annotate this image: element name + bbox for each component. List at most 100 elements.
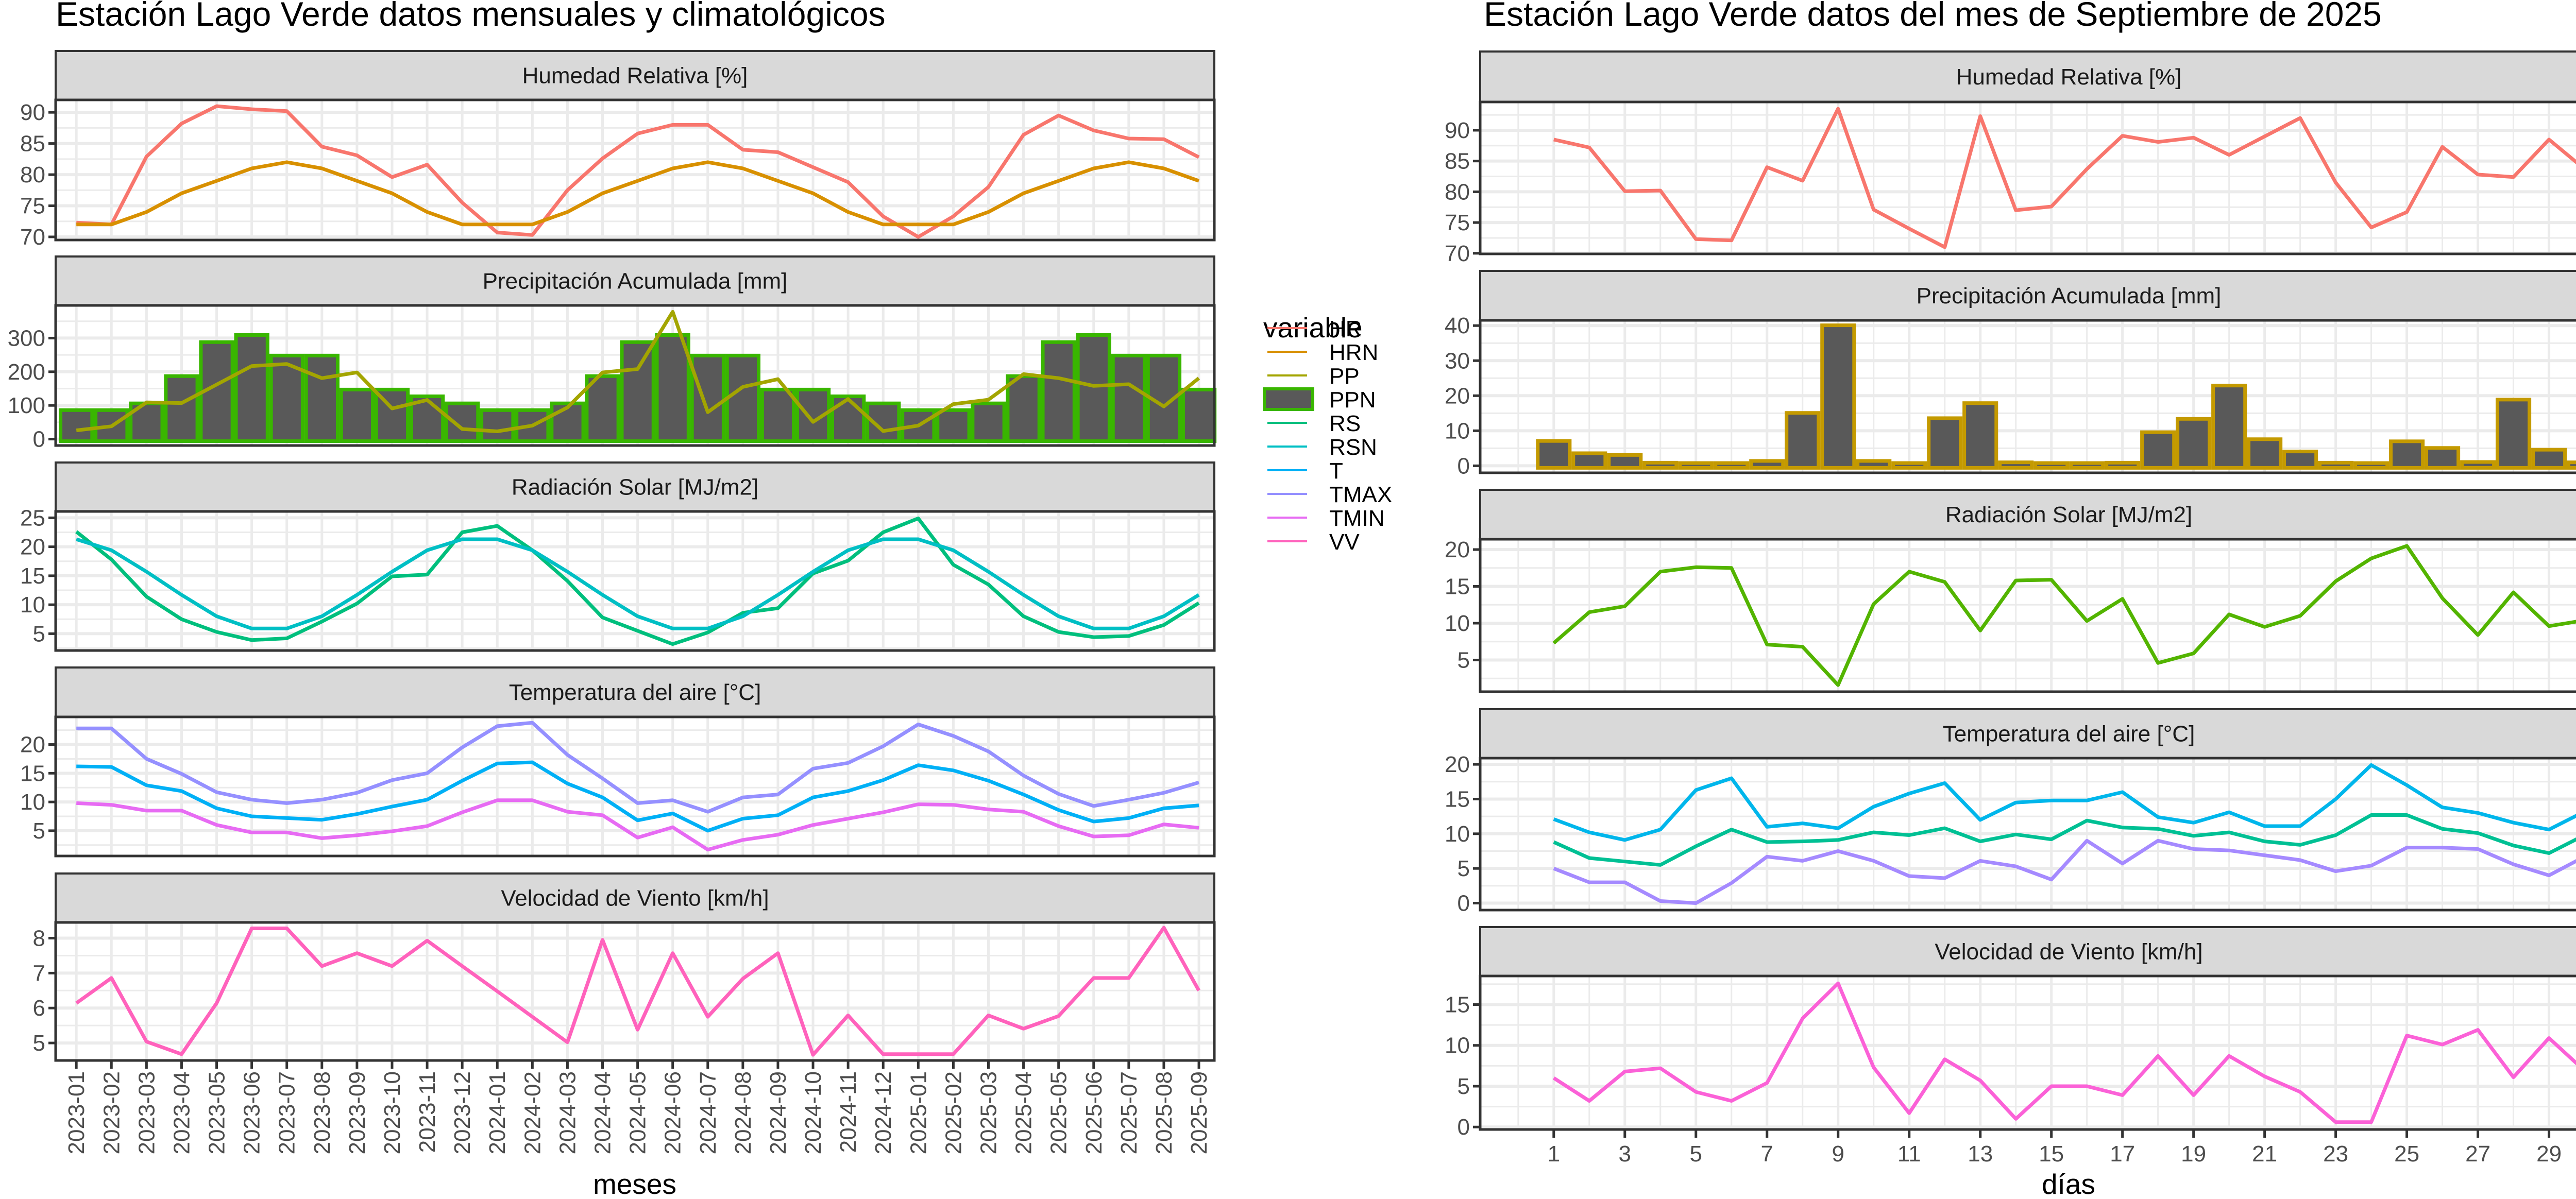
legend-item-hrn: HRN bbox=[1267, 340, 1378, 365]
bar-pp bbox=[1820, 323, 1856, 470]
y-tick-label: 15 bbox=[20, 761, 45, 786]
panel-border bbox=[54, 304, 1216, 447]
bar-pp bbox=[1714, 461, 1750, 470]
facet-humedad-relativa: Humedad Relativa [%] 70 75 80 85 90 bbox=[1445, 50, 2576, 266]
x-tick-label: 5 bbox=[1690, 1141, 1702, 1167]
facet-strip-label: Precipitación Acumulada [mm] bbox=[483, 269, 788, 294]
series-line-t bbox=[76, 760, 1199, 833]
y-tick-label: 30 bbox=[1445, 348, 1470, 373]
y-tick-label: 85 bbox=[1445, 149, 1470, 174]
y-tick-label: 5 bbox=[1458, 856, 1470, 881]
monthly-chart: Estación Lago Verde datos mensuales y cl… bbox=[8, 0, 1393, 1199]
bar-pp bbox=[2460, 460, 2496, 470]
series-line-tmin bbox=[76, 798, 1199, 852]
facet-radiaci-n-solar-mj-m2: Radiación Solar [MJ/m2] 5 10 15 20 bbox=[1445, 489, 2576, 693]
x-tick-label: 2024-07 bbox=[696, 1071, 721, 1154]
legend-item-hr: HR bbox=[1267, 316, 1362, 341]
bar-ppn bbox=[1006, 374, 1041, 443]
y-tick-label: 10 bbox=[20, 592, 45, 618]
facet-strip-label: Velocidad de Viento [km/h] bbox=[501, 886, 769, 911]
bar-pp bbox=[2318, 460, 2354, 470]
legend-item-vv: VV bbox=[1267, 529, 1360, 555]
y-tick-label: 20 bbox=[1445, 752, 1470, 777]
bar-ppn bbox=[760, 387, 796, 443]
series-line-tmax bbox=[1553, 763, 2576, 842]
daily-chart: Estación Lago Verde datos del mes de Sep… bbox=[1445, 0, 2576, 1199]
y-tick-label: 25 bbox=[20, 505, 45, 530]
bar-pp bbox=[1891, 461, 1927, 470]
bar-pp bbox=[2282, 450, 2318, 470]
facet-precipitaci-n-acumulada-mm: Precipitación Acumulada [mm] 0 100 200 300 bbox=[8, 255, 1217, 452]
y-tick-label: 10 bbox=[1445, 1033, 1470, 1058]
x-tick-label: 2024-03 bbox=[555, 1071, 580, 1154]
bar-pp bbox=[2176, 417, 2212, 470]
y-tick-label: 70 bbox=[1445, 241, 1470, 266]
y-tick-label: 5 bbox=[33, 818, 45, 844]
panel-border bbox=[1479, 974, 2576, 1131]
legend-label: TMAX bbox=[1329, 482, 1392, 507]
y-tick-label: 8 bbox=[33, 926, 45, 951]
bar-ppn bbox=[831, 394, 866, 443]
y-tick-label: 7 bbox=[33, 961, 45, 986]
bar-ppn bbox=[1111, 353, 1147, 443]
facet-strip bbox=[1479, 489, 2576, 540]
x-tick-label: 2025-07 bbox=[1116, 1071, 1142, 1154]
facet-strip bbox=[55, 872, 1215, 923]
y-tick-label: 100 bbox=[8, 393, 45, 418]
bar-ppn bbox=[269, 353, 304, 443]
x-tick-label: 11 bbox=[1897, 1141, 1921, 1167]
legend-item-pp: PP bbox=[1267, 364, 1360, 389]
bar-ppn bbox=[620, 340, 655, 443]
y-tick-label: 80 bbox=[1445, 179, 1470, 204]
x-tick-label: 23 bbox=[2323, 1141, 2348, 1167]
x-tick-label: 2023-10 bbox=[380, 1071, 405, 1154]
series-line-rs bbox=[75, 517, 1200, 646]
series-line-rs bbox=[1552, 544, 2576, 687]
x-tick-label: 2025-02 bbox=[941, 1071, 966, 1154]
x-tick-label: 9 bbox=[1832, 1141, 1844, 1167]
y-tick-label: 0 bbox=[1458, 453, 1470, 478]
series-line-hrn bbox=[76, 160, 1200, 227]
x-tick-label: 2025-09 bbox=[1187, 1071, 1212, 1154]
bar-pp bbox=[2140, 430, 2176, 470]
x-tick-label: 15 bbox=[2039, 1141, 2064, 1167]
bar-pp bbox=[1785, 411, 1821, 470]
bar-pp bbox=[1749, 459, 1785, 470]
x-tick-label: 2025-03 bbox=[976, 1071, 1002, 1154]
x-tick-label: 2024-02 bbox=[520, 1071, 545, 1154]
y-tick-label: 20 bbox=[1445, 537, 1470, 562]
bar-ppn bbox=[1181, 387, 1217, 443]
daily-chart-title: Estación Lago Verde datos del mes de Sep… bbox=[1484, 0, 2382, 33]
bar-pp bbox=[2389, 439, 2425, 470]
x-tick-label: 2023-09 bbox=[345, 1071, 370, 1154]
legend-label: RS bbox=[1329, 411, 1361, 436]
facet-strip-label: Humedad Relativa [%] bbox=[1956, 64, 2182, 90]
panel-background bbox=[1480, 102, 2576, 254]
legend-label: PPN bbox=[1329, 387, 1376, 413]
y-tick-label: 15 bbox=[1445, 992, 1470, 1017]
bar-ppn bbox=[655, 333, 690, 443]
bar-pp bbox=[2567, 460, 2576, 470]
legend-key-bar-icon bbox=[1263, 387, 1314, 411]
y-tick-label: 10 bbox=[1445, 418, 1470, 443]
y-tick-label: 20 bbox=[20, 535, 45, 560]
x-tick-label: 2025-06 bbox=[1081, 1071, 1107, 1154]
y-tick-label: 80 bbox=[20, 162, 45, 187]
y-tick-label: 75 bbox=[1445, 210, 1470, 235]
y-tick-label: 5 bbox=[1458, 1074, 1470, 1099]
bar-ppn bbox=[690, 353, 725, 443]
series-line-hr bbox=[76, 104, 1200, 239]
y-tick-label: 15 bbox=[1445, 574, 1470, 599]
series-line-pp bbox=[76, 310, 1200, 433]
series-line-hr bbox=[1553, 107, 2576, 249]
bar-pp bbox=[2069, 461, 2105, 470]
x-tick-label: 2025-04 bbox=[1011, 1071, 1037, 1154]
bar-ppn bbox=[585, 374, 620, 443]
facet-velocidad-de-viento-km-h: Velocidad de Viento [km/h] 5 6 7 8 2023-01 202… bbox=[33, 872, 1216, 1154]
y-tick-label: 6 bbox=[33, 996, 45, 1021]
x-tick-label: 2025-01 bbox=[906, 1071, 931, 1154]
facet-strip-label: Precipitación Acumulada [mm] bbox=[1917, 283, 2222, 309]
bar-ppn bbox=[234, 333, 269, 443]
x-tick-label: 21 bbox=[2252, 1141, 2277, 1167]
facet-strip bbox=[1479, 708, 2576, 759]
